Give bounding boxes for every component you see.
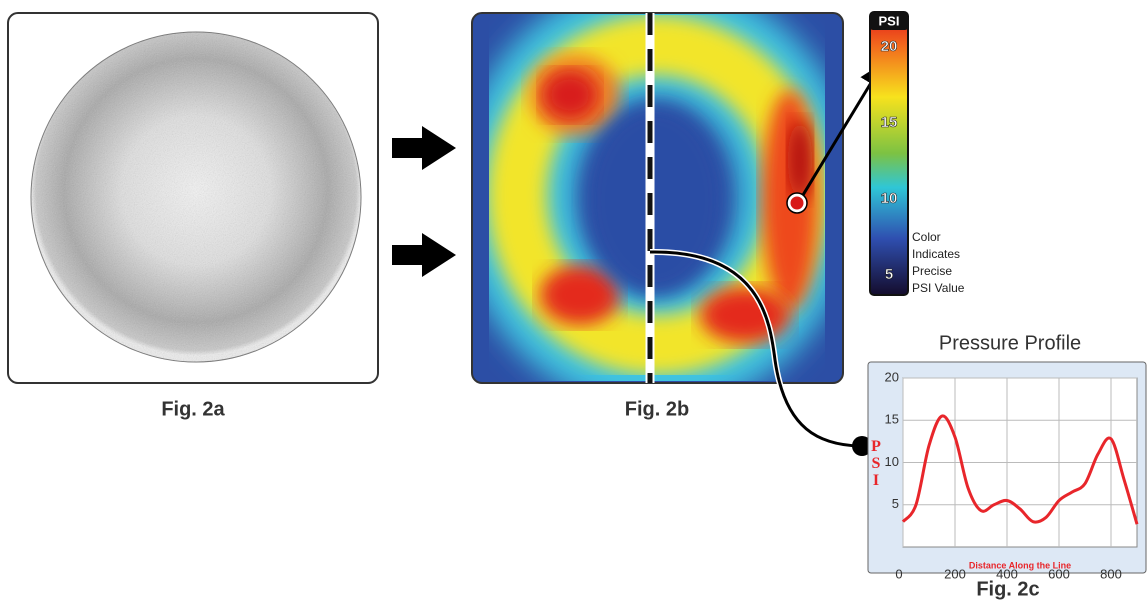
- arrow: [392, 126, 456, 170]
- color-bar-tick: 15: [881, 114, 898, 131]
- heat-map: [472, 13, 843, 383]
- sample-point: [789, 195, 805, 211]
- color-bar-tick: 5: [885, 266, 893, 283]
- caption-line: Indicates: [912, 247, 960, 261]
- color-bar-tick: 10: [881, 190, 898, 207]
- figure: Fig. 2a Fig. 2b PSI 20 15 10 5 Color Indicat…: [0, 0, 1148, 604]
- y-tick-label: 10: [885, 454, 899, 469]
- page: Fig. 2a Fig. 2b PSI 20 15 10 5 Color Indicat…: [0, 0, 1148, 604]
- color-bar-title: PSI: [879, 13, 900, 28]
- y-tick-label: 5: [892, 496, 899, 511]
- color-bar-tick: 20: [881, 38, 898, 55]
- y-tick-label: 15: [885, 412, 899, 427]
- arrow: [392, 233, 456, 277]
- x-axis-label: Distance Along the Line: [969, 560, 1071, 570]
- y-axis-label: PSI: [870, 438, 882, 489]
- figure-label: Fig. 2c: [976, 578, 1039, 600]
- x-tick-label: 200: [944, 566, 966, 581]
- caption-line: PSI Value: [912, 281, 965, 295]
- y-tick-label: 20: [885, 369, 899, 384]
- texture: [31, 32, 361, 362]
- color-bar-caption: Color Indicates Precise PSI Value: [912, 230, 965, 295]
- figure-label: Fig. 2b: [625, 398, 689, 420]
- x-tick-label: 800: [1100, 566, 1122, 581]
- chart-title: Pressure Profile: [939, 332, 1081, 354]
- caption-line: Precise: [912, 264, 952, 278]
- x-tick-label: 0: [895, 566, 902, 581]
- caption-line: Color: [912, 230, 941, 244]
- figure-label: Fig. 2a: [161, 398, 225, 420]
